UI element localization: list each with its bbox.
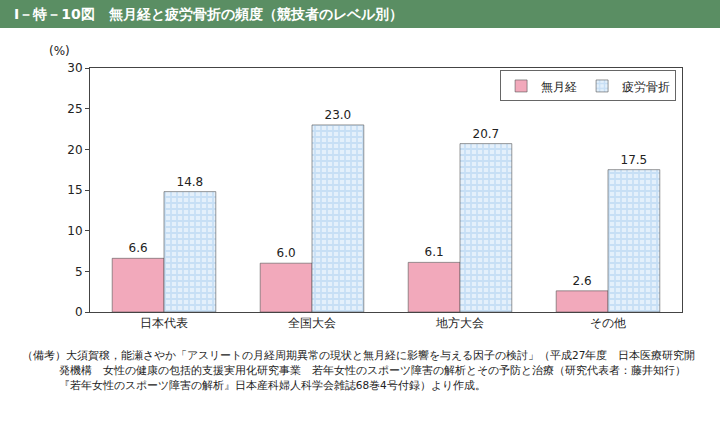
svg-text:5: 5 [75, 265, 83, 279]
svg-text:14.8: 14.8 [177, 175, 204, 189]
svg-text:日本代表: 日本代表 [140, 316, 188, 330]
svg-text:全国大会: 全国大会 [288, 316, 336, 330]
svg-text:無月経: 無月経 [541, 80, 577, 94]
svg-text:10: 10 [67, 224, 82, 238]
svg-text:6.0: 6.0 [277, 246, 296, 260]
svg-text:(%): (%) [49, 44, 70, 58]
svg-text:25: 25 [67, 102, 82, 116]
svg-text:その他: その他 [590, 316, 626, 330]
svg-text:6.6: 6.6 [129, 241, 148, 255]
svg-text:20: 20 [67, 143, 82, 157]
svg-text:0: 0 [75, 305, 83, 319]
html-text:Ⅰ－特－10図 無月経と疲労骨折の頻度（競技者のレベル別）: Ⅰ－特－10図 無月経と疲労骨折の頻度（競技者のレベル別） [14, 6, 403, 22]
svg-text:30: 30 [67, 61, 82, 75]
svg-text:2.6: 2.6 [573, 274, 592, 288]
svg-text:17.5: 17.5 [621, 153, 648, 167]
svg-text:20.7: 20.7 [473, 127, 500, 141]
svg-text:6.1: 6.1 [425, 245, 444, 259]
html-text:（備考）大須賀穣，能瀬さやか「アスリートの月経周期異常の現状: （備考）大須賀穣，能瀬さやか「アスリートの月経周期異常の現状と無月経に影響を与え… [22, 349, 696, 392]
svg-text:15: 15 [67, 183, 82, 197]
svg-text:疲労骨折: 疲労骨折 [622, 80, 670, 94]
svg-text:23.0: 23.0 [325, 108, 352, 122]
svg-text:地方大会: 地方大会 [435, 316, 484, 330]
